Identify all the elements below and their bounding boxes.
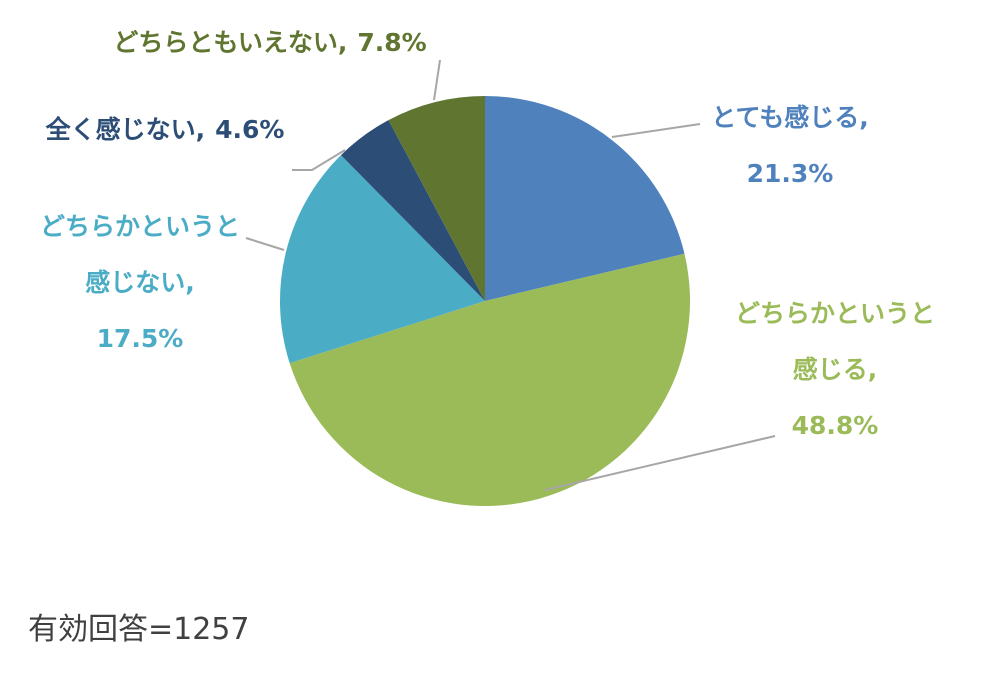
pie-slice <box>388 96 485 301</box>
pie-slice <box>279 155 485 364</box>
data-label: 全く感じない, 4.6% <box>46 102 285 158</box>
data-label: とても感じる, 21.3% <box>675 90 905 202</box>
leader-line <box>292 149 346 171</box>
label-separator: , <box>337 28 348 57</box>
label-separator: , <box>867 355 878 384</box>
leader-line <box>544 435 776 491</box>
label-separator: , <box>185 268 195 297</box>
label-value: 21.3% <box>746 159 834 188</box>
label-category: どちらかというと感じない <box>39 212 240 297</box>
note: 有効回答=1257 <box>28 612 250 647</box>
label-category: どちらかというと感じる <box>734 299 935 384</box>
data-label: どちらかというと感じない, 17.5% <box>38 199 243 367</box>
label-category: とても感じる <box>711 103 860 132</box>
label-value: 48.8% <box>791 411 879 440</box>
label-separator: , <box>859 103 869 132</box>
data-label: どちらともいえない, 7.8% <box>113 15 426 71</box>
label-value: 7.8% <box>357 28 427 57</box>
leader-line <box>433 59 441 101</box>
label-value: 4.6% <box>215 115 285 144</box>
leader-line <box>245 237 285 251</box>
pie-slice <box>485 96 685 301</box>
label-value: 17.5% <box>96 324 184 353</box>
leader-line <box>611 123 701 138</box>
label-category: どちらともいえない <box>113 28 338 57</box>
data-label: どちらかというと感じる, 48.8% <box>733 286 938 454</box>
label-separator: , <box>195 115 206 144</box>
pie-slice <box>340 120 485 301</box>
pie-slice <box>289 253 690 507</box>
label-category: 全く感じない <box>45 115 196 144</box>
leader-lines <box>245 59 776 491</box>
